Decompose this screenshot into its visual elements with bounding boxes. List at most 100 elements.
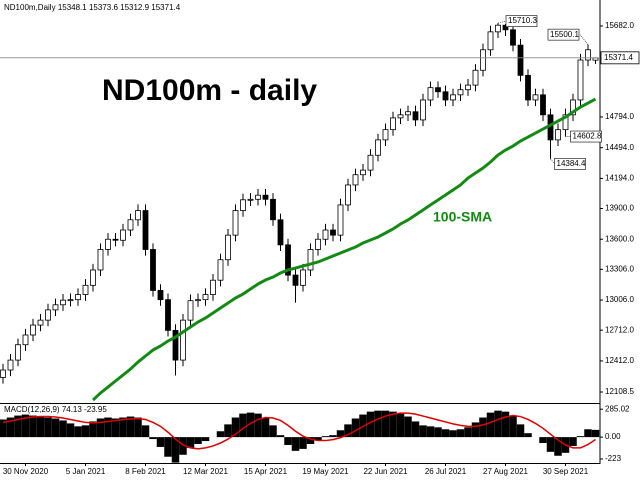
macd-bar — [284, 437, 292, 445]
candle-body — [180, 319, 186, 361]
candle-body — [120, 229, 126, 241]
candle-body — [262, 194, 269, 200]
annotation-box — [554, 158, 586, 170]
macd-bar — [374, 410, 382, 438]
annotation-label: 15500.1 — [550, 30, 579, 39]
macd-bar — [546, 437, 555, 452]
candle-body — [585, 49, 591, 61]
annotation-box — [547, 28, 580, 41]
macd-bar — [171, 437, 180, 463]
candle-body — [225, 234, 231, 261]
candle-body — [165, 299, 171, 331]
sma-label: 100-SMA — [433, 209, 492, 225]
macd-bar — [321, 436, 330, 438]
open: 15348.1 — [58, 3, 87, 12]
candle-body — [157, 290, 164, 301]
candle-body — [285, 244, 291, 276]
macd-bar — [276, 435, 285, 438]
x-tick-label: 8 Feb 2021 — [125, 467, 166, 476]
y-tick-label: 13900.0 — [605, 204, 634, 213]
annotation-leader — [550, 158, 555, 165]
y-tick-label: 12412.0 — [605, 356, 634, 365]
macd-bar — [14, 415, 22, 438]
y-tick-label: 12712.0 — [605, 325, 634, 334]
macd-bar — [59, 420, 67, 438]
macd-bar — [441, 429, 450, 438]
macd-bar — [516, 424, 525, 438]
candle-body — [495, 24, 501, 33]
annotation-box — [570, 130, 602, 143]
macd-bar — [569, 437, 577, 446]
x-tick-label: 26 Jul 2021 — [425, 467, 467, 476]
frame — [0, 0, 601, 464]
macd-bar — [194, 437, 202, 444]
macd-bar — [494, 410, 502, 438]
candle-body — [172, 329, 179, 361]
candle-body — [435, 87, 441, 93]
annotation-leader — [579, 34, 589, 45]
candle-body — [570, 99, 576, 116]
candle-body — [202, 294, 209, 301]
candle-body — [292, 274, 299, 286]
macd-bar — [246, 412, 255, 438]
candle-body — [247, 198, 254, 201]
candle-body — [360, 169, 366, 176]
candle-body — [37, 319, 44, 326]
candle-body — [517, 44, 524, 76]
macd-bar — [306, 437, 315, 444]
signal-line — [2, 412, 596, 450]
candle-body — [195, 299, 201, 302]
current-price-box — [600, 51, 640, 65]
macd-bar — [216, 431, 225, 438]
candle-body — [97, 249, 104, 271]
macd-bar — [524, 433, 532, 438]
macd-bar — [576, 436, 585, 438]
macd-bar — [299, 437, 307, 449]
macd-bar — [261, 417, 270, 438]
candle-body — [52, 304, 59, 311]
macd-bar — [426, 426, 435, 438]
macd-bar — [44, 417, 52, 438]
candle-body — [397, 114, 404, 119]
candle-body — [90, 269, 96, 286]
candle-body — [562, 114, 569, 131]
candle-body — [510, 29, 516, 46]
y-tick-label: 14194.0 — [605, 174, 634, 183]
y-tick-label: 0.00 — [605, 432, 621, 441]
candle-body — [300, 269, 306, 286]
macd-bar — [231, 417, 240, 438]
candle-body — [330, 229, 336, 236]
macd-bar — [186, 437, 195, 448]
macd-bar — [329, 435, 337, 438]
y-tick-label: 13006.0 — [605, 295, 634, 304]
macd-bar — [471, 422, 480, 438]
candle-body — [105, 238, 111, 250]
candle-body — [150, 249, 156, 291]
macd-name: MACD(12,26,9) — [4, 405, 60, 414]
macd-bar — [584, 429, 592, 438]
candle-body — [487, 31, 494, 51]
macd-bar — [239, 413, 247, 438]
y-tick-label: 13600.0 — [605, 234, 634, 243]
macd-bar — [51, 418, 60, 438]
macd-plot — [0, 410, 600, 463]
candle-body — [382, 129, 389, 141]
candle-body — [472, 69, 479, 86]
candle-body — [450, 94, 456, 101]
x-tick-label: 27 Aug 2021 — [483, 467, 528, 476]
macd-bar — [291, 437, 300, 451]
macd-bar — [156, 437, 165, 447]
header: ND100m,Daily 15348.1 15373.6 15312.9 153… — [4, 3, 181, 12]
candle-body — [45, 309, 51, 321]
candle-body — [337, 204, 344, 236]
macd-bar — [6, 417, 15, 438]
macd-bar — [411, 421, 420, 438]
annotation-label: 15710.3 — [508, 16, 537, 25]
annotation-label: 14602.8 — [573, 132, 602, 141]
candle-body — [390, 117, 396, 131]
macd-bar — [81, 425, 90, 438]
macd-bar — [269, 425, 277, 438]
macd-bar — [66, 423, 75, 438]
candle-body — [420, 99, 426, 121]
annotation-label: 14384.4 — [557, 159, 586, 168]
